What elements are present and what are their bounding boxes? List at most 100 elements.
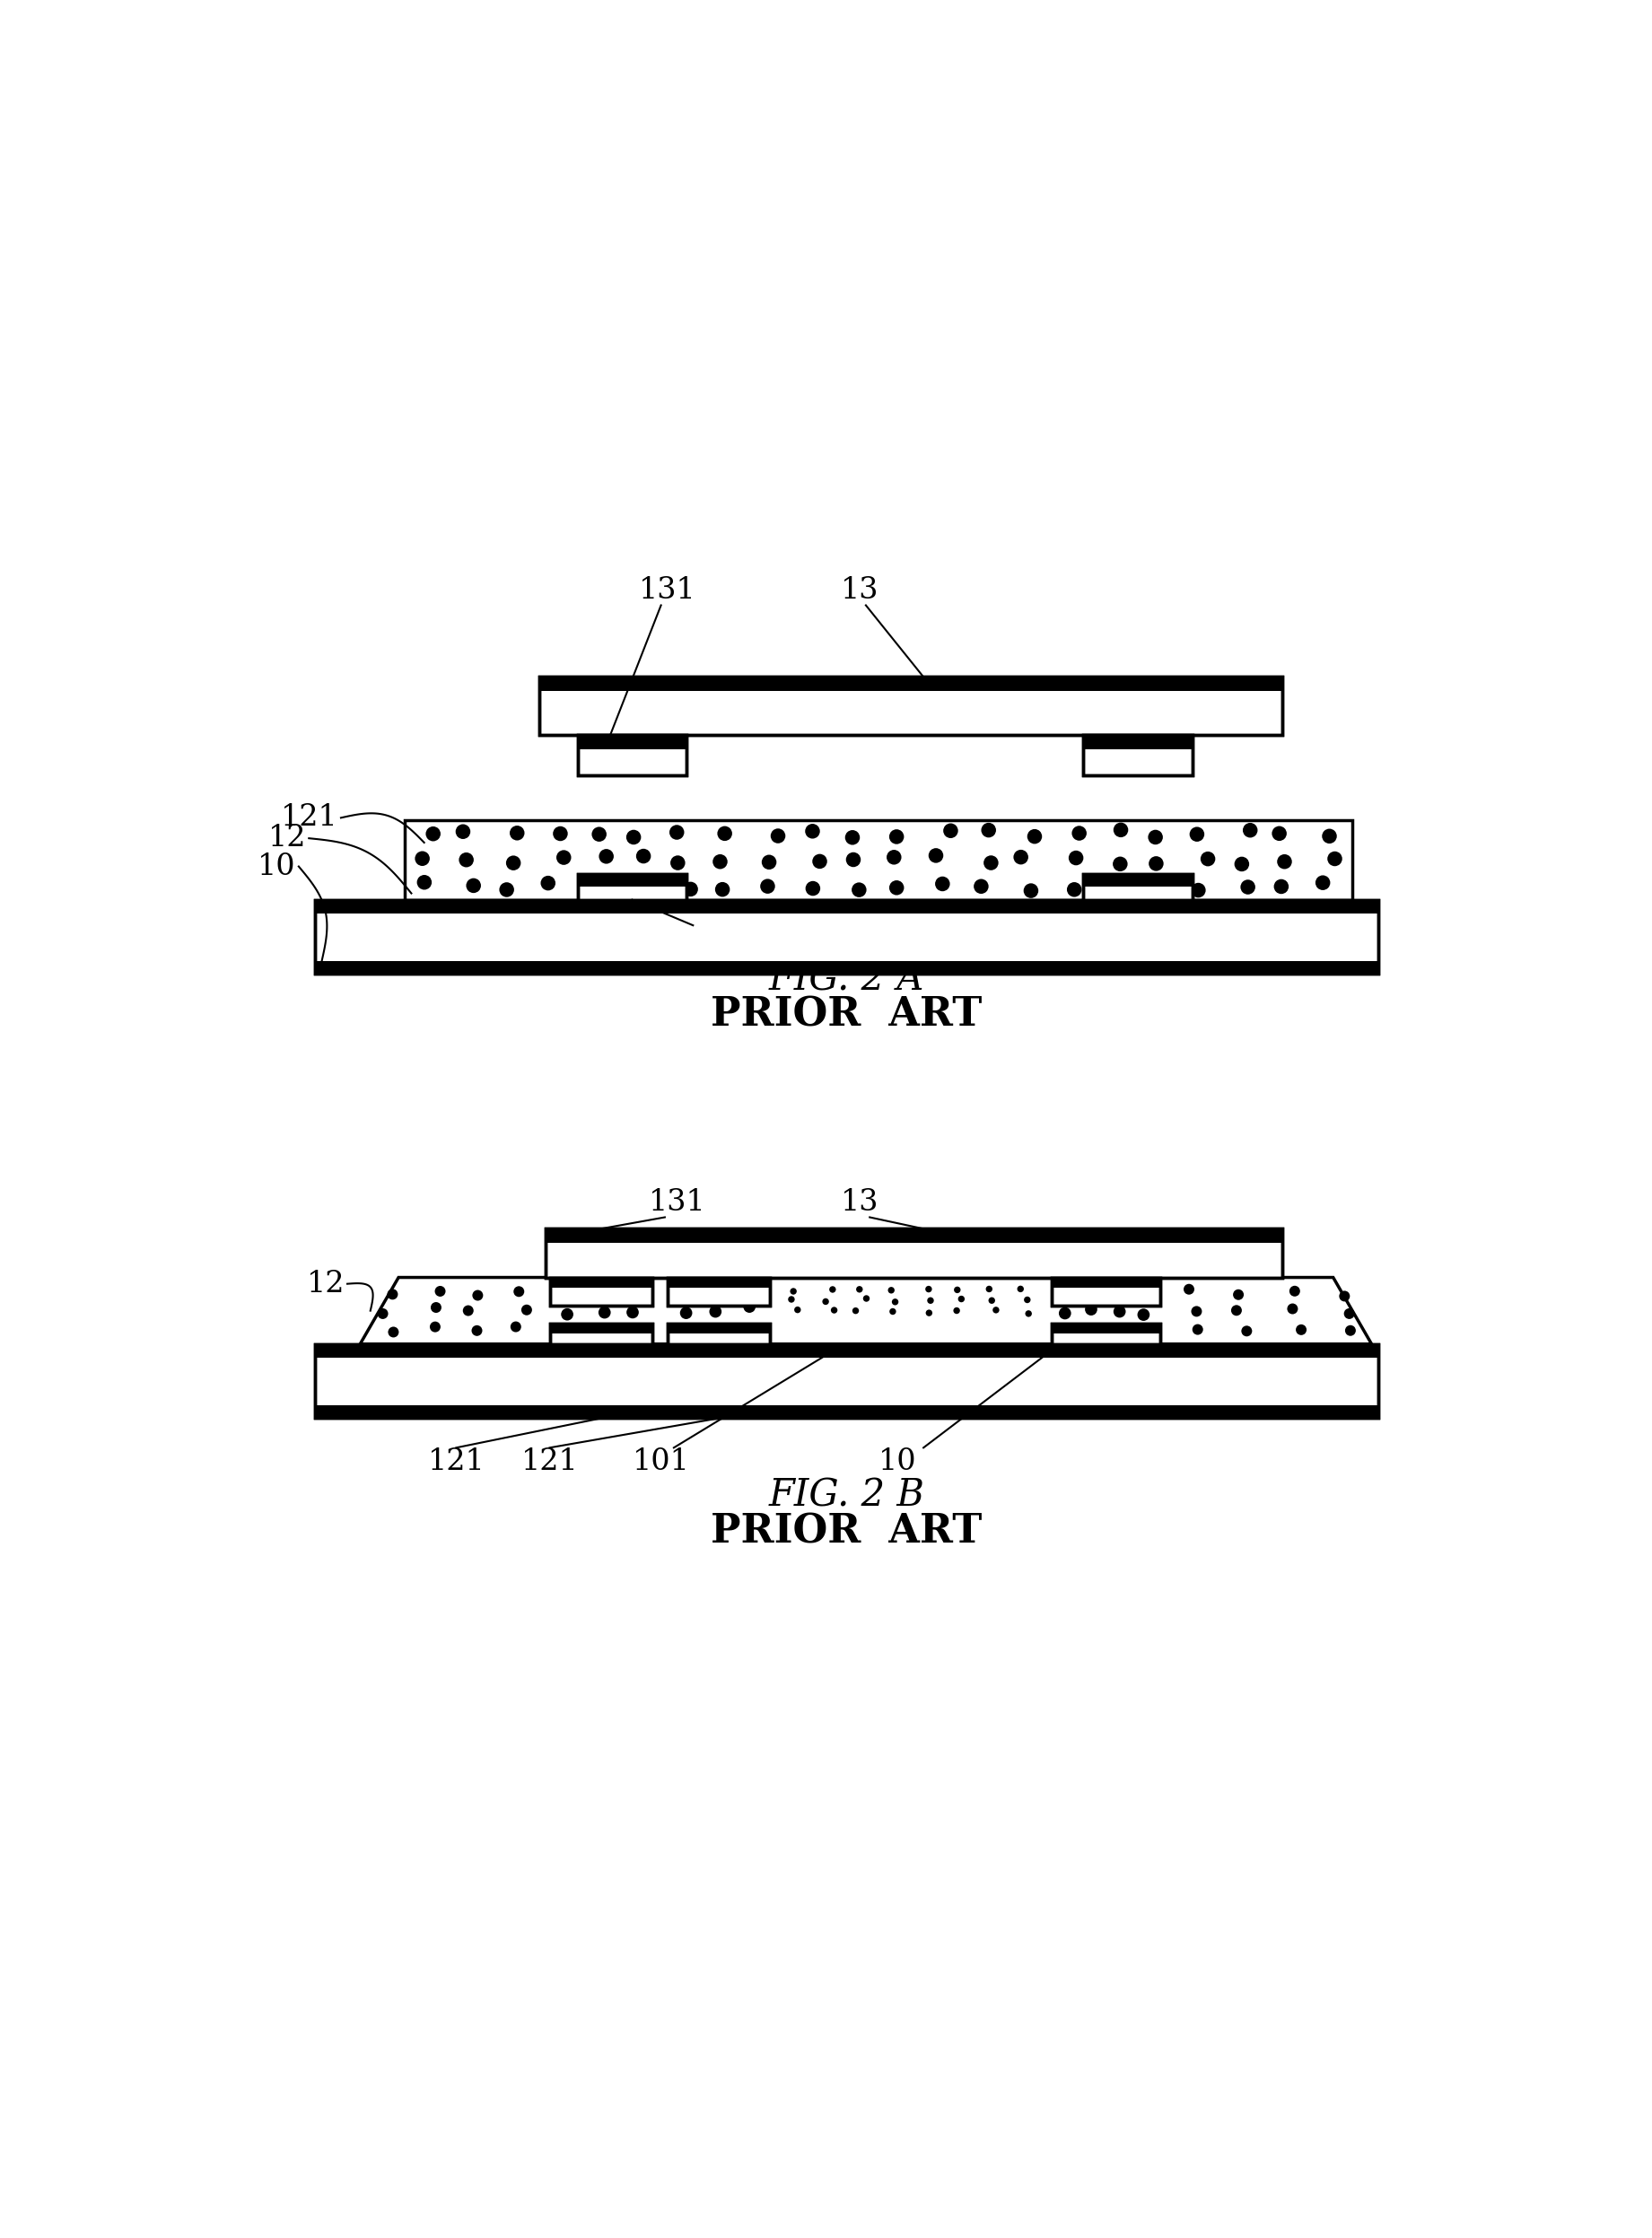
- Circle shape: [715, 1285, 729, 1298]
- Circle shape: [846, 830, 859, 846]
- Bar: [578, 875, 687, 886]
- Circle shape: [510, 1320, 520, 1332]
- Circle shape: [1232, 1289, 1244, 1300]
- Circle shape: [953, 1307, 960, 1314]
- Circle shape: [743, 1285, 755, 1298]
- Circle shape: [600, 848, 613, 864]
- Circle shape: [889, 830, 904, 844]
- Circle shape: [434, 1287, 446, 1296]
- Bar: [1084, 734, 1193, 750]
- Circle shape: [466, 877, 481, 893]
- Text: 13: 13: [841, 577, 879, 604]
- Text: PRIOR  ART: PRIOR ART: [710, 1513, 983, 1551]
- Circle shape: [1148, 830, 1163, 844]
- Circle shape: [1148, 857, 1163, 871]
- Text: FIG. 2 B: FIG. 2 B: [768, 1477, 925, 1513]
- Circle shape: [805, 824, 819, 839]
- Circle shape: [514, 1287, 524, 1296]
- Circle shape: [1072, 826, 1087, 841]
- Bar: [667, 1278, 770, 1305]
- Bar: [578, 734, 687, 777]
- Circle shape: [626, 830, 641, 844]
- Bar: [1084, 734, 1193, 777]
- Circle shape: [1191, 1307, 1203, 1316]
- Circle shape: [889, 880, 904, 895]
- Bar: [539, 676, 1282, 692]
- Bar: [316, 900, 1378, 974]
- Bar: [550, 1323, 653, 1345]
- Circle shape: [1241, 880, 1256, 895]
- Text: PRIOR  ART: PRIOR ART: [710, 996, 983, 1034]
- Circle shape: [1242, 824, 1257, 837]
- Text: 131: 131: [649, 1188, 707, 1217]
- Circle shape: [762, 855, 776, 871]
- Circle shape: [712, 855, 727, 868]
- Circle shape: [593, 877, 608, 893]
- Bar: [316, 960, 1378, 974]
- Circle shape: [1295, 1325, 1307, 1336]
- Circle shape: [1189, 826, 1204, 841]
- Bar: [1052, 1278, 1160, 1305]
- Circle shape: [709, 1305, 722, 1318]
- Bar: [316, 1345, 1378, 1358]
- Circle shape: [459, 853, 474, 868]
- Circle shape: [813, 855, 828, 868]
- Bar: [316, 900, 1378, 913]
- Circle shape: [1057, 1287, 1070, 1300]
- Polygon shape: [360, 1278, 1371, 1345]
- Bar: [1084, 875, 1193, 900]
- Circle shape: [823, 1298, 829, 1305]
- Bar: [316, 900, 1378, 974]
- Circle shape: [388, 1327, 398, 1338]
- Circle shape: [935, 877, 950, 891]
- Circle shape: [973, 880, 988, 893]
- Circle shape: [856, 1287, 862, 1294]
- Bar: [1052, 1323, 1160, 1345]
- Bar: [316, 1345, 1378, 1419]
- Circle shape: [806, 882, 821, 895]
- Circle shape: [1289, 1285, 1300, 1296]
- Circle shape: [1138, 1309, 1150, 1320]
- Circle shape: [1193, 1325, 1203, 1334]
- Circle shape: [1328, 850, 1341, 866]
- Circle shape: [1234, 857, 1249, 871]
- Circle shape: [510, 826, 524, 841]
- Circle shape: [1272, 826, 1287, 841]
- Bar: [539, 676, 1282, 734]
- Circle shape: [829, 1287, 836, 1294]
- Circle shape: [770, 828, 785, 844]
- Circle shape: [598, 1282, 611, 1296]
- Bar: [545, 1229, 1282, 1242]
- Circle shape: [981, 824, 996, 837]
- Circle shape: [852, 882, 866, 897]
- Circle shape: [598, 1307, 611, 1318]
- Circle shape: [983, 855, 998, 871]
- Circle shape: [471, 1325, 482, 1336]
- Circle shape: [684, 882, 699, 897]
- Circle shape: [1028, 828, 1042, 844]
- Bar: [578, 875, 687, 900]
- Circle shape: [887, 1287, 895, 1294]
- Circle shape: [463, 1305, 474, 1316]
- Circle shape: [1067, 882, 1082, 897]
- Circle shape: [431, 1303, 441, 1314]
- Text: 12: 12: [268, 824, 306, 853]
- Bar: [1052, 1278, 1160, 1305]
- Bar: [667, 1323, 770, 1334]
- Circle shape: [1069, 850, 1084, 866]
- Text: 121: 121: [520, 1448, 578, 1477]
- Bar: [316, 1405, 1378, 1419]
- Circle shape: [426, 826, 441, 841]
- Circle shape: [1089, 1280, 1102, 1294]
- Circle shape: [506, 855, 520, 871]
- Circle shape: [681, 1307, 692, 1318]
- Circle shape: [1345, 1309, 1355, 1318]
- Circle shape: [387, 1289, 398, 1300]
- Bar: [667, 1278, 770, 1287]
- Circle shape: [1183, 1285, 1194, 1294]
- Circle shape: [790, 1287, 796, 1294]
- Circle shape: [1241, 1325, 1252, 1336]
- Bar: [1084, 875, 1193, 886]
- Circle shape: [1100, 875, 1115, 891]
- Bar: [667, 1323, 770, 1345]
